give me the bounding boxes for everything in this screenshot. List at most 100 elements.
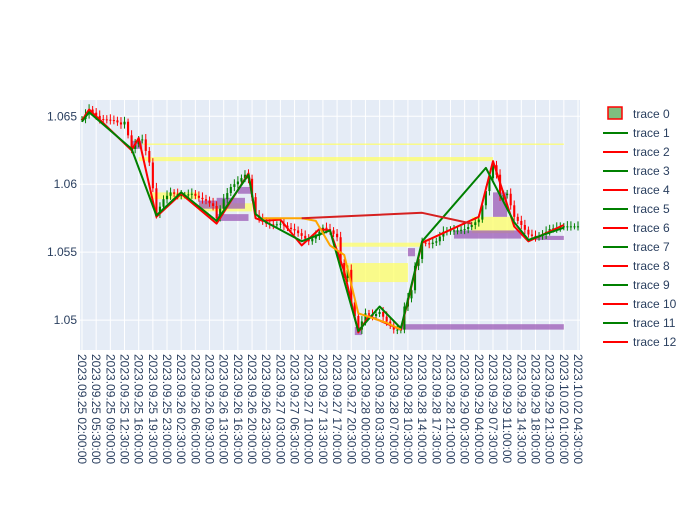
legend-label: trace 9	[633, 278, 670, 292]
candle-body	[530, 234, 534, 236]
legend-item[interactable]: trace 8	[603, 259, 670, 273]
candle-body	[513, 205, 516, 217]
zone-rect	[454, 230, 522, 239]
candle-body	[229, 186, 232, 194]
legend-item[interactable]: trace 1	[603, 126, 670, 140]
candle-body	[339, 237, 342, 264]
legend-item[interactable]: trace 5	[603, 202, 670, 216]
candle-body	[353, 302, 356, 317]
x-tick-label: 2023.09.27 13:30:00	[316, 354, 330, 464]
zone-rect	[216, 197, 245, 209]
candle-body	[116, 120, 119, 123]
x-tick-label: 2023.09.27 06:30:00	[288, 354, 302, 464]
candle-body	[428, 243, 431, 245]
candle-body	[452, 230, 456, 232]
candle-body	[297, 230, 300, 234]
candle-body	[516, 216, 519, 221]
candle-body	[378, 311, 381, 314]
candle-body	[576, 226, 580, 228]
legend-item[interactable]: trace 7	[603, 240, 670, 254]
legend-label: trace 8	[633, 259, 670, 273]
x-tick-label: 2023.09.29 04:00:00	[472, 354, 486, 464]
x-tick-label: 2023.09.27 10:00:00	[302, 354, 316, 464]
x-tick-label: 2023.09.28 00:00:00	[358, 354, 372, 464]
candle-body	[527, 229, 530, 235]
legend-item[interactable]: trace 2	[603, 145, 670, 159]
x-tick-label: 2023.09.26 06:00:00	[188, 354, 202, 464]
legend-label: trace 2	[633, 145, 670, 159]
candle-body	[456, 230, 459, 232]
candle-body	[413, 265, 417, 291]
candle-body	[194, 193, 197, 196]
legend-item[interactable]: trace 3	[603, 164, 670, 178]
candle-body	[573, 226, 576, 228]
x-tick-label: 2023.09.25 19:30:00	[146, 354, 160, 464]
legend-label: trace 6	[633, 221, 670, 235]
x-tick-label: 2023.09.25 05:30:00	[89, 354, 103, 464]
x-tick-label: 2023.09.28 21:00:00	[443, 354, 457, 464]
legend-swatch	[607, 106, 623, 120]
y-tick-label: 1.06	[54, 177, 78, 191]
x-tick-label: 2023.09.28 17:30:00	[429, 354, 443, 464]
x-tick-label: 2023.09.28 03:30:00	[373, 354, 387, 464]
legend-label: trace 7	[633, 240, 670, 254]
legend-item[interactable]: trace 12	[603, 335, 677, 349]
x-tick-label: 2023.09.26 16:30:00	[231, 354, 245, 464]
legend-label: trace 11	[633, 316, 676, 330]
candle-body	[374, 313, 378, 317]
candle-body	[569, 226, 572, 228]
candle-body	[91, 109, 94, 113]
x-tick-label: 2023.09.29 18:00:00	[528, 354, 542, 464]
candle-body	[506, 193, 509, 196]
x-tick-label: 2023.09.25 23:00:00	[160, 354, 174, 464]
candle-body	[332, 230, 335, 234]
candle-body	[95, 112, 98, 116]
candle-body	[169, 192, 172, 196]
candle-body	[134, 144, 137, 149]
candle-body	[314, 235, 317, 239]
legend-label: trace 10	[633, 297, 677, 311]
legend-item[interactable]: trace 6	[603, 221, 670, 235]
x-tick-label: 2023.09.29 07:30:00	[486, 354, 500, 464]
candle-body	[215, 205, 218, 219]
legend[interactable]: trace 0 trace 1 trace 2 trace 3 trace 4 trace…	[603, 106, 677, 349]
candle-body	[130, 135, 133, 149]
candle-body	[311, 238, 314, 242]
legend-label: trace 0	[633, 107, 670, 121]
candle-body	[165, 195, 169, 200]
candle-body	[449, 230, 452, 232]
zigzag-line	[301, 211, 472, 225]
candle-body	[566, 226, 569, 228]
candle-body	[112, 120, 115, 122]
candle-body	[382, 311, 385, 317]
candle-body	[410, 290, 413, 299]
legend-label: trace 3	[633, 164, 670, 178]
legend-item[interactable]: trace 10	[603, 297, 677, 311]
candle-body	[212, 203, 215, 206]
candle-body	[226, 193, 229, 200]
legend-item[interactable]: trace 0	[607, 106, 670, 121]
legend-label: trace 1	[633, 126, 670, 140]
candle-body	[254, 197, 257, 216]
candle-body	[364, 313, 367, 322]
candle-body	[144, 139, 147, 151]
zone-rect	[344, 263, 408, 283]
legend-item[interactable]: trace 11	[603, 316, 676, 330]
candle-body	[148, 150, 151, 163]
candle-body	[424, 242, 427, 244]
candle-body	[190, 193, 193, 195]
candle-body	[119, 122, 123, 125]
x-tick-label: 2023.09.27 20:30:00	[344, 354, 358, 464]
candle-body	[488, 178, 491, 192]
x-tick-label: 2023.09.29 21:30:00	[543, 354, 557, 464]
x-axis-ticks: 2023.09.25 02:00:00 2023.09.25 05:30:00 20…	[75, 354, 585, 464]
candle-body	[208, 200, 211, 204]
candle-body	[275, 224, 278, 226]
y-tick-label: 1.065	[47, 109, 77, 123]
candle-body	[442, 231, 445, 237]
candle-body	[126, 121, 130, 136]
legend-item[interactable]: trace 9	[603, 278, 670, 292]
zone-rect	[400, 324, 564, 330]
legend-item[interactable]: trace 4	[603, 183, 670, 197]
